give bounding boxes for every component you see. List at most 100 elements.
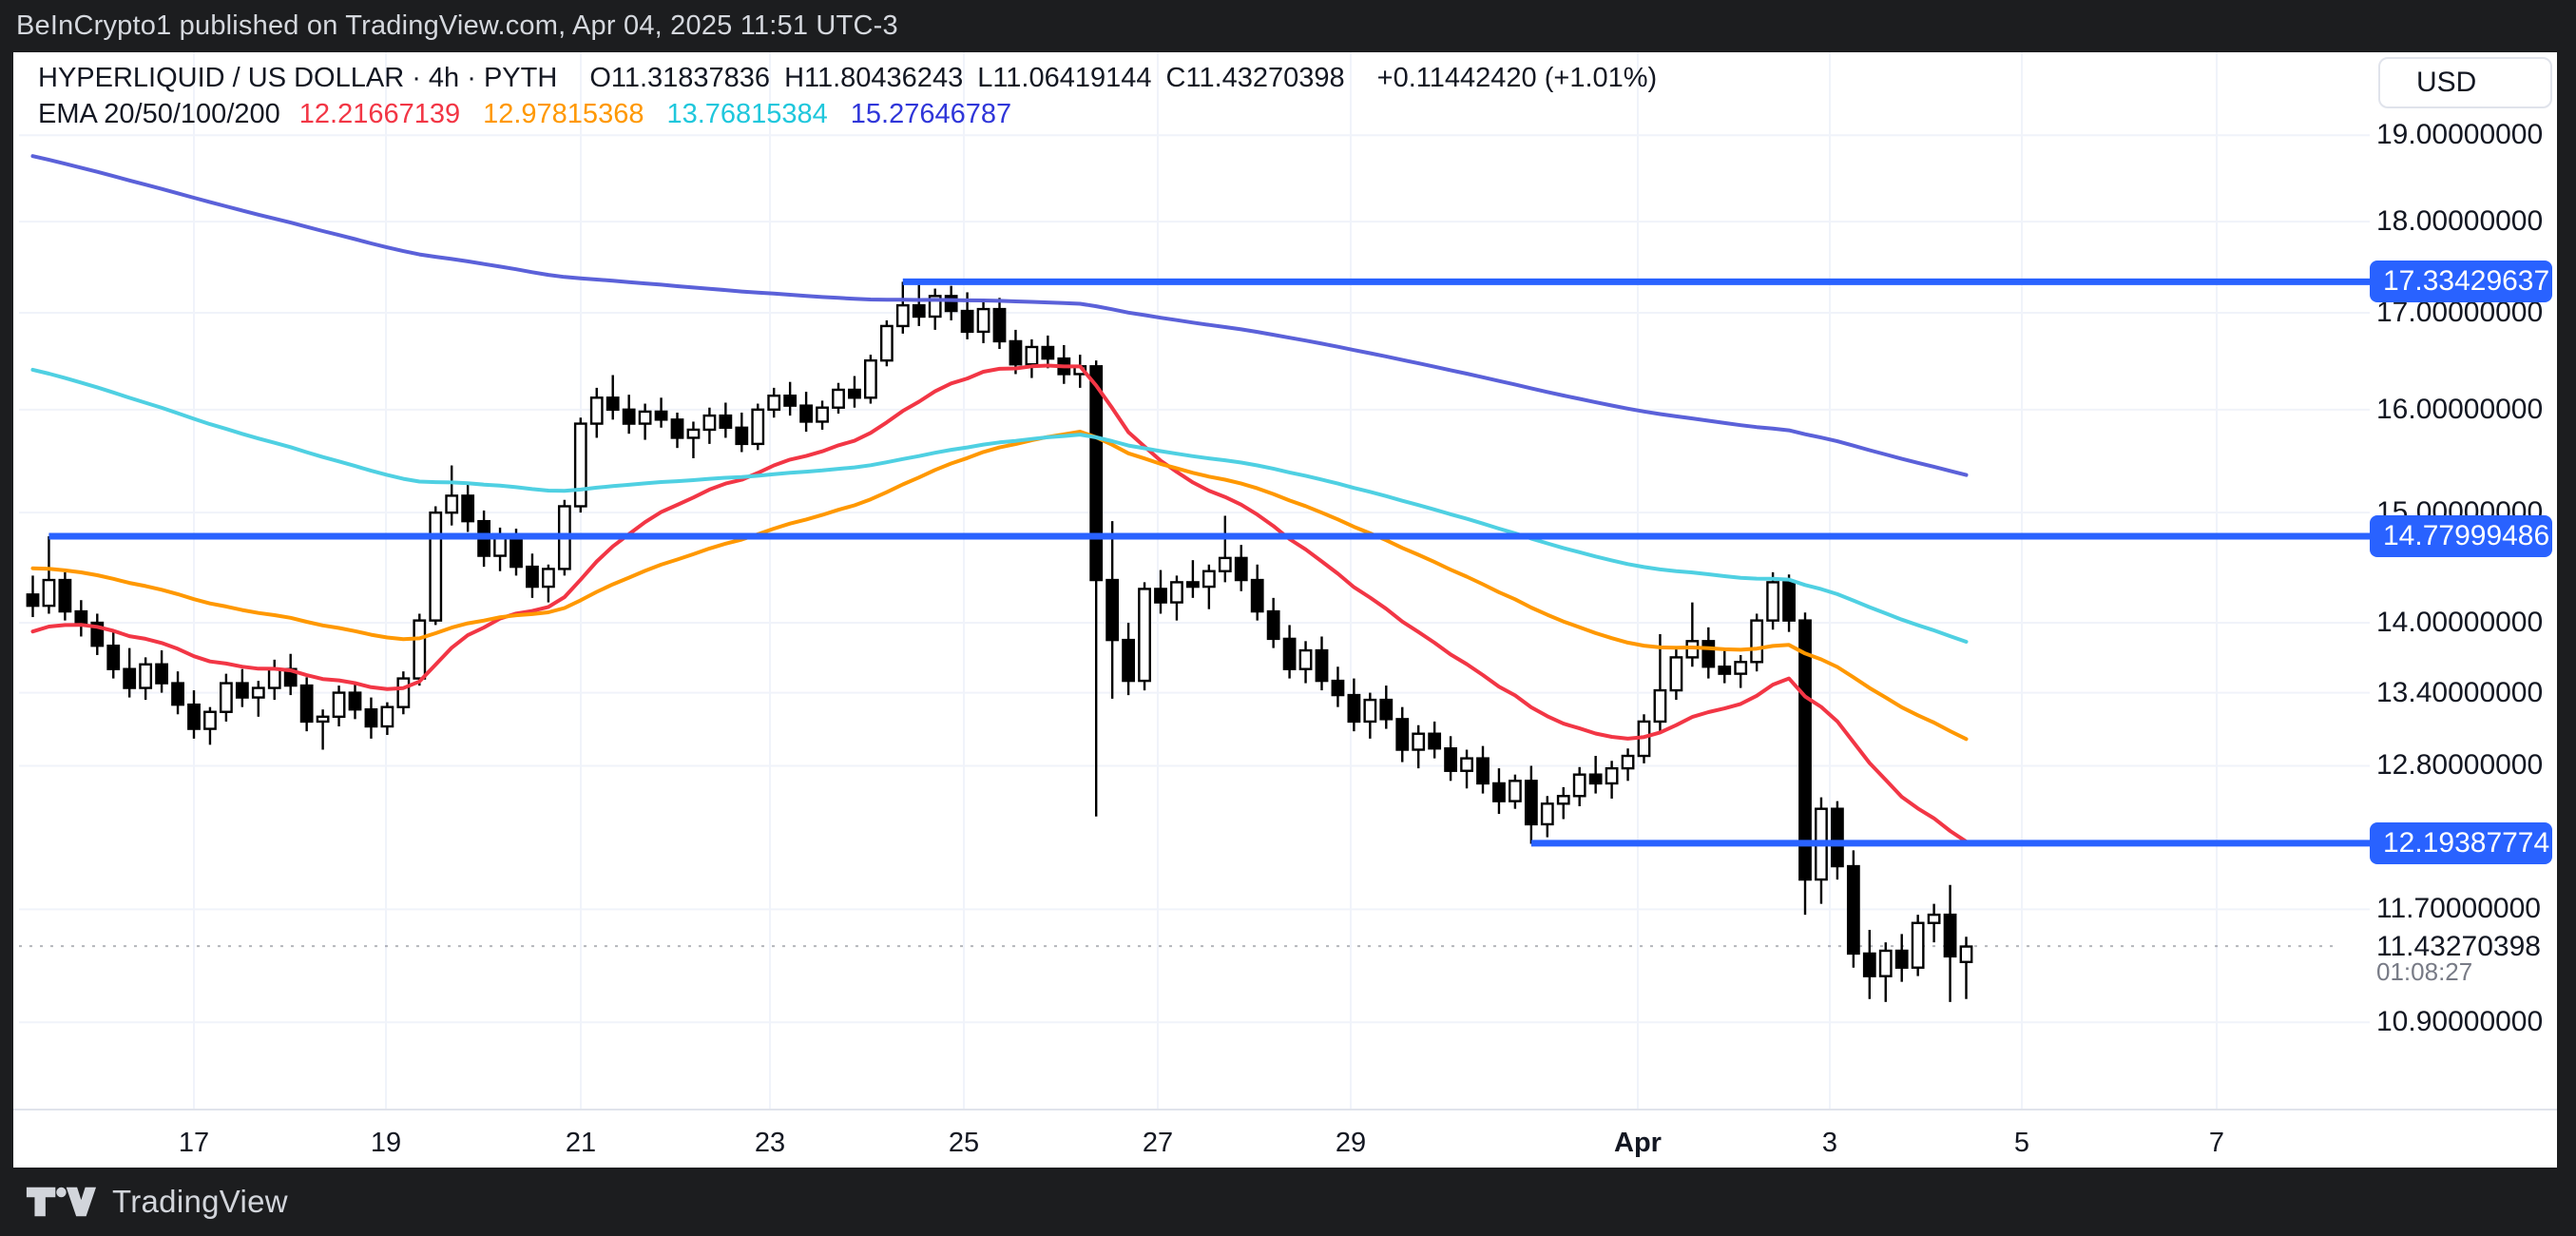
candle-body-up (751, 408, 765, 446)
candle-body-down (171, 682, 184, 706)
candle-body-down (654, 410, 668, 421)
time-scale[interactable]: 17 19 21 23 25 27 29 Apr 3 5 7 (13, 1110, 2338, 1168)
ema-line-20 (30, 363, 1969, 844)
candle-body-down (1782, 581, 1796, 622)
candle-body-down (1154, 588, 1167, 604)
candle-body-up (1750, 619, 1764, 664)
symbol-legend[interactable]: HYPERLIQUID / US DOLLAR · 4h · PYTH O11.… (38, 63, 1657, 94)
time-axis-label: 21 (565, 1128, 597, 1158)
candle-body-up (1959, 945, 1973, 963)
tradingview-footer[interactable]: TradingView (25, 1179, 288, 1225)
candle-body-up (429, 511, 443, 622)
ema-value-1: 12.97815368 (483, 99, 644, 129)
ema-line-200 (30, 154, 1969, 477)
candle-body-up (1363, 698, 1377, 724)
ema-legend-label[interactable]: EMA 20/50/100/200 (38, 99, 280, 129)
tradingview-logo-icon (26, 1187, 97, 1217)
tradingview-brand: TradingView (112, 1184, 288, 1219)
candle-body-up (1412, 732, 1426, 751)
candle-body-down (1089, 365, 1104, 582)
candle-body-up (316, 715, 330, 724)
candle-body-down (1266, 609, 1280, 641)
ema-values: 12.21667139 12.97815368 13.76815384 15.2764… (299, 99, 1011, 130)
ohlc-C: C11.43270398 (1165, 63, 1345, 93)
candle-body-down (1943, 913, 1957, 958)
candle-body-down (58, 578, 72, 613)
candle-body-up (1734, 661, 1748, 675)
candle-body-down (1718, 666, 1732, 675)
candle-body-down (944, 295, 958, 313)
candle-body-up (864, 358, 877, 399)
candle-body-up (1878, 949, 1893, 977)
currency-button[interactable]: USD (2378, 57, 2552, 108)
candle-body-down (912, 303, 926, 319)
candle-body-down (1444, 747, 1458, 772)
candle-body-down (1122, 638, 1136, 683)
candle-body-down (106, 644, 121, 670)
time-axis-label: 3 (1821, 1128, 1838, 1158)
ohlc-H: H11.80436243 (784, 63, 964, 93)
candle-body-up (203, 710, 217, 730)
candle-body-down (235, 682, 249, 699)
candle-body-down (1234, 556, 1248, 582)
candle-body-down (1379, 698, 1394, 721)
candle-body-up (251, 686, 265, 699)
candle-body-up (976, 307, 990, 334)
ohlc-L: L11.06419144 (977, 63, 1152, 93)
candle-body-down (348, 691, 362, 711)
time-axis-label: 25 (948, 1128, 980, 1158)
candle-body-up (1572, 773, 1586, 798)
candle-body-down (1185, 581, 1200, 589)
candle-body-down (90, 621, 105, 647)
candle-body-up (267, 667, 281, 689)
candle-body-up (702, 414, 717, 432)
ema-legend[interactable]: EMA 20/50/100/200 12.21667139 12.97815368… (38, 99, 1011, 130)
ema-line-50 (30, 430, 1969, 742)
candle-body-up (1508, 780, 1522, 802)
candle-body-down (1009, 339, 1023, 366)
candle-body-down (1894, 949, 1909, 969)
price-scale[interactable] (2338, 52, 2557, 1110)
candle-body-down (1428, 732, 1442, 750)
candle-body-down (155, 663, 168, 685)
symbol-title[interactable]: HYPERLIQUID / US DOLLAR · 4h · PYTH (38, 63, 558, 93)
candle-body-down (26, 593, 40, 608)
candle-body-up (1025, 345, 1039, 366)
candle-body-up (832, 388, 845, 409)
candle-body-up (396, 677, 411, 708)
candle-body-down (799, 404, 814, 423)
candle-body-up (413, 619, 427, 680)
time-axis-label: 7 (2208, 1128, 2225, 1158)
candle-body-down (1862, 952, 1876, 977)
candle-body-up (686, 428, 701, 439)
time-axis-label: 27 (1142, 1128, 1174, 1158)
candle-body-up (928, 295, 942, 319)
candle-body-down (461, 494, 475, 523)
candle-body-up (1766, 581, 1780, 622)
candle-body-down (848, 388, 861, 399)
candle-body-up (1669, 656, 1683, 692)
candle-body-down (1331, 679, 1345, 697)
candle-body-down (1347, 693, 1361, 724)
candle-body-up (1927, 913, 1941, 924)
candle-body-up (1138, 588, 1151, 683)
candle-body-up (767, 394, 781, 412)
currency-button-label: USD (2416, 67, 2477, 98)
candle-body-up (1298, 648, 1313, 670)
candle-body-down (719, 414, 733, 430)
candle-body-down (1282, 637, 1297, 670)
candle-body-down (1846, 864, 1860, 956)
top-attribution-bar: BeInCrypto1 published on TradingView.com… (0, 0, 2576, 52)
candle-body-up (1460, 757, 1473, 772)
ohlc-values: O11.31837836 H11.80436243 L11.06419144 C11.… (589, 63, 1357, 94)
attribution-text: BeInCrypto1 published on TradingView.com… (16, 10, 898, 41)
time-axis-label: 17 (178, 1128, 210, 1158)
time-axis-label: 29 (1335, 1128, 1367, 1158)
candle-body-up (1201, 570, 1216, 589)
candle-body-down (1476, 757, 1490, 785)
candle-body-down (299, 684, 314, 724)
candle-body-down (526, 565, 539, 589)
candle-body-down (1798, 619, 1812, 881)
candle-body-up (1556, 795, 1570, 805)
